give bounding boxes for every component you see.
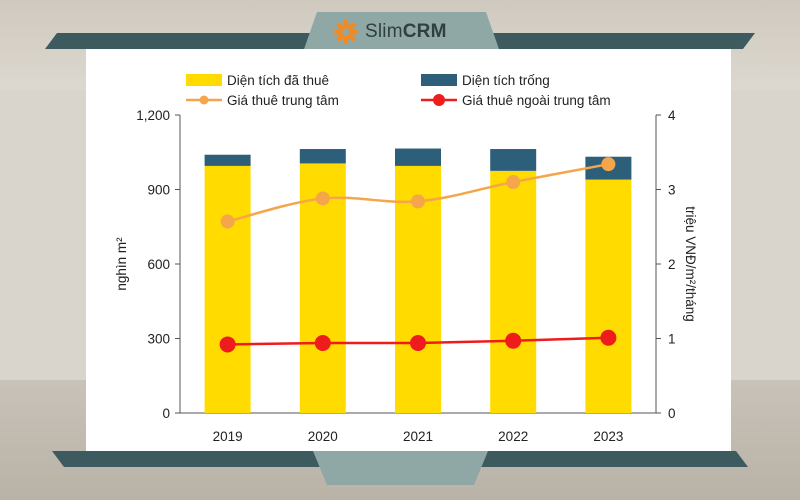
y-tick-label: 0	[162, 406, 170, 421]
series-point	[315, 191, 330, 206]
y-tick-label: 1,200	[136, 108, 170, 123]
bars	[204, 148, 632, 413]
line-series-central	[220, 157, 616, 229]
series-point	[600, 329, 617, 346]
legend-label: Diện tích trống	[462, 73, 550, 88]
bar-vacant	[204, 154, 251, 166]
legend-swatch	[186, 74, 222, 86]
series-point	[601, 157, 616, 172]
y2-tick-label: 3	[668, 183, 676, 198]
legend-item: Diện tích đã thuê	[186, 73, 329, 88]
x-tick-label: 2022	[498, 429, 528, 444]
legend-label: Diện tích đã thuê	[227, 73, 329, 88]
bar-vacant	[395, 148, 441, 166]
bar-leased	[204, 165, 251, 413]
gear-hole	[342, 28, 350, 36]
x-tick-label: 2021	[403, 429, 433, 444]
legend-swatch	[421, 74, 457, 86]
series-point	[220, 214, 235, 229]
series-point	[410, 334, 426, 351]
legend-label: Giá thuê ngoài trung tâm	[462, 93, 611, 108]
x-tick-label: 2023	[593, 429, 623, 444]
y-tick-label: 900	[147, 183, 170, 198]
footer-tab	[313, 451, 488, 485]
legend-marker	[433, 94, 445, 106]
chart: Diện tích đã thuê Diện tích trống Giá thuê…	[114, 73, 698, 444]
legend-item: Giá thuê ngoài trung tâm	[421, 93, 611, 108]
legend-label: Giá thuê trung tâm	[227, 93, 339, 108]
legend: Diện tích đã thuê Diện tích trống Giá thuê…	[186, 73, 611, 108]
legend-item: Giá thuê trung tâm	[186, 93, 339, 108]
y2-tick-label: 4	[668, 108, 676, 123]
y2-tick-label: 1	[668, 332, 676, 347]
bar-leased	[490, 170, 537, 413]
y2-axis-title: triệu VNĐ/m²/tháng	[683, 206, 698, 322]
legend-marker	[199, 95, 209, 105]
brand-name: SlimCRM	[365, 21, 447, 42]
y2-tick-label: 2	[668, 257, 676, 272]
bar-leased	[585, 179, 632, 413]
y-tick-label: 600	[147, 257, 170, 272]
series-point	[505, 332, 522, 349]
y-axis-left: 0 300 600 900 1,200 nghìn m²	[114, 108, 181, 421]
series-point	[314, 334, 331, 351]
line-series-outer	[219, 329, 617, 353]
brand-logo: SlimCRM	[333, 18, 447, 46]
gear-icon	[334, 20, 358, 44]
series-point	[219, 336, 236, 353]
series-point	[506, 175, 521, 190]
bar-vacant	[299, 149, 346, 164]
y-axis-title: nghìn m²	[114, 237, 129, 291]
bar-vacant	[490, 149, 537, 171]
y-tick-label: 300	[147, 332, 170, 347]
y-axis-right: 0 1 2 3 4 triệu VNĐ/m²/tháng	[655, 108, 698, 421]
chart-panel: Diện tích đã thuê Diện tích trống Giá thuê…	[86, 49, 731, 451]
y2-tick-label: 0	[668, 406, 676, 421]
legend-item: Diện tích trống	[421, 73, 550, 88]
x-tick-label: 2019	[213, 429, 243, 444]
series-point	[411, 194, 425, 209]
x-axis: 2019 2020 2021 2022 2023	[180, 412, 656, 444]
x-tick-label: 2020	[308, 429, 338, 444]
